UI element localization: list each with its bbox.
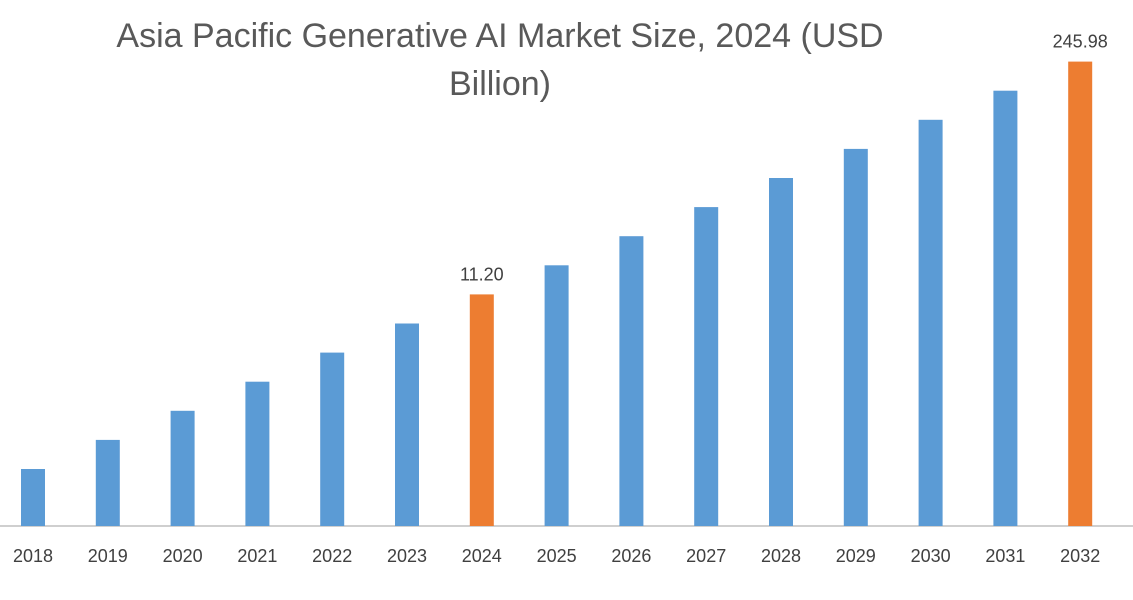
- bar-2028: [769, 178, 793, 526]
- bar-2025: [544, 265, 569, 526]
- x-tick-label: 2024: [462, 546, 502, 566]
- x-tick-label: 2031: [985, 546, 1025, 566]
- bar-2030: [918, 119, 943, 527]
- x-tick-label: 2032: [1060, 546, 1100, 566]
- chart-title: Asia Pacific Generative AI Market Size, …: [116, 17, 884, 103]
- x-tick-label: 2021: [237, 546, 277, 566]
- bar-2021: [245, 381, 270, 526]
- bar-2023: [395, 323, 419, 526]
- x-tick-label: 2030: [911, 546, 951, 566]
- x-tick-label: 2028: [761, 546, 801, 566]
- x-tick-label: 2019: [88, 546, 128, 566]
- bar-2026: [619, 236, 644, 526]
- bar-2020: [170, 410, 195, 526]
- bar-2022: [320, 352, 345, 526]
- x-tick-label: 2023: [387, 546, 427, 566]
- x-tick-label: 2020: [163, 546, 203, 566]
- x-tick-label: 2022: [312, 546, 352, 566]
- x-tick-label: 2027: [686, 546, 726, 566]
- bar-2029: [843, 148, 868, 526]
- bar-2031: [993, 90, 1018, 526]
- bar-2024: [469, 294, 494, 526]
- bar-2027: [694, 207, 719, 526]
- bar-2032: [1068, 61, 1093, 526]
- x-tick-label: 2029: [836, 546, 876, 566]
- data-label-2032: 245.98: [1053, 32, 1108, 52]
- x-tick-label: 2026: [611, 546, 651, 566]
- bar-2018: [21, 469, 45, 526]
- x-tick-label: 2018: [13, 546, 53, 566]
- bar-2019: [95, 439, 120, 526]
- data-label-2024: 11.20: [460, 264, 504, 284]
- x-tick-label: 2025: [537, 546, 577, 566]
